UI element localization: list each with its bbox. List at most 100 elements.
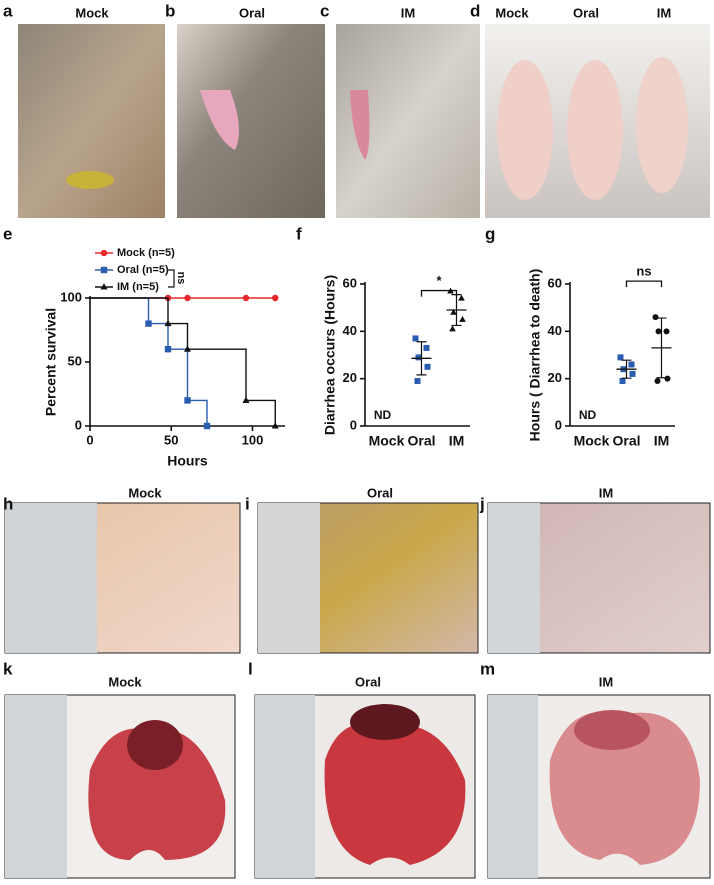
y-tick-label: 0 [350,417,357,432]
survival-line [90,297,208,426]
marker [414,378,421,385]
marker [415,354,422,361]
panel-title: Mock [495,5,529,20]
marker [617,354,624,361]
ruler [258,503,320,653]
x-tick-label: Oral [407,433,435,449]
x-axis-label: Hours [167,453,208,469]
panel-title: IM [599,485,613,500]
marker [272,294,279,302]
marker [459,315,466,322]
marker [412,335,419,342]
marker [619,378,626,385]
photo-detail [567,60,623,200]
photo-detail [127,720,183,770]
panel-label: a [3,1,13,20]
marker [449,325,456,332]
marker [423,344,430,351]
annotation: ns [175,272,187,285]
panel-label: k [3,659,13,678]
panel-title: Oral [367,485,393,500]
x-tick-label: 50 [164,432,178,447]
y-tick-label: 40 [343,323,357,338]
marker [629,370,636,377]
y-tick-label: 100 [60,289,82,304]
panel-title: IM [657,5,671,20]
marker [664,375,671,382]
y-tick-label: 60 [343,275,357,290]
survival-line [90,297,276,426]
legend-label: Oral (n=5) [117,264,169,276]
x-tick-label: 0 [86,432,93,447]
marker [652,314,659,321]
panel-label: l [248,659,253,678]
marker [203,422,211,430]
panel-label: c [320,1,329,20]
marker [655,328,662,335]
panel-label: e [3,224,12,243]
legend-label: IM (n=5) [117,281,159,293]
marker [183,345,192,352]
panel-label: j [479,494,485,513]
marker [242,396,250,403]
photo-detail [200,90,239,150]
panel-label: f [296,224,302,243]
photo-detail [636,57,688,193]
marker [184,294,191,302]
panel-title: IM [401,5,415,20]
photo-detail [350,704,420,740]
ruler [5,503,97,653]
photo-detail [66,171,114,189]
panel-title: Mock [75,5,109,20]
y-tick-label: 40 [548,323,562,338]
panel-label: b [165,1,175,20]
y-tick-label: 0 [75,417,82,432]
x-tick-label: IM [449,433,465,449]
bracket [625,280,663,288]
marker [424,363,431,370]
panel-label: m [480,659,495,678]
y-tick-label: 20 [548,370,562,385]
ruler [488,695,538,878]
error-bar [621,359,632,379]
marker [628,361,635,368]
panel-title: IM [599,674,613,689]
note: ND [579,408,597,422]
marker [654,378,661,385]
panel-label: i [245,494,250,513]
marker [145,320,152,327]
x-tick-label: Oral [612,433,640,449]
y-tick-label: 20 [343,370,357,385]
y-tick-label: 50 [68,353,82,368]
legend-label: Mock (n=5) [117,247,175,259]
marker [164,346,172,353]
panel-label: d [470,1,480,20]
bracket [168,269,175,288]
x-tick-label: Mock [369,433,405,449]
marker [100,249,108,257]
y-axis-label: Hours ( Diarrhea to death) [527,269,543,442]
photo-detail [574,710,650,750]
panel-label: h [3,494,13,513]
marker [100,266,108,274]
x-tick-label: Mock [574,433,610,449]
y-axis-label: Diarrhea occurs (Hours) [322,275,338,435]
photo-detail [497,60,553,200]
panel-label: g [485,224,495,243]
y-tick-label: 60 [548,275,562,290]
note: ND [374,408,392,422]
photo-detail [324,723,466,865]
panel-title: Oral [355,674,381,689]
y-axis-label: Percent survival [43,308,59,416]
error-bar [416,341,427,376]
annotation: ns [636,264,651,279]
marker [100,283,108,290]
photo-detail [350,90,370,160]
photo [177,24,325,218]
panel-title: Mock [108,674,142,689]
x-tick-label: IM [654,433,670,449]
marker [271,422,279,429]
panel-title: Oral [573,5,599,20]
marker [164,319,172,327]
